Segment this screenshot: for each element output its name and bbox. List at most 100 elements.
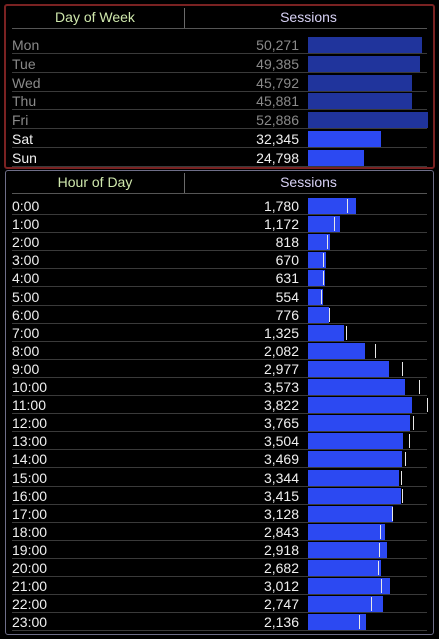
hour-of-day-row[interactable]: 11:00 3,822 (6, 396, 433, 415)
day-of-week-row[interactable]: Fri 52,886 (6, 111, 433, 130)
row-label: 21:00 (12, 578, 48, 595)
row-divider (12, 485, 427, 487)
sessions-bar (308, 523, 385, 540)
column-divider (184, 8, 185, 28)
hour-of-day-row[interactable]: 22:00 2,747 (6, 595, 433, 614)
sessions-bar (308, 451, 402, 468)
hour-of-day-row[interactable]: 13:00 3,504 (6, 432, 433, 451)
hour-of-day-panel: Hour of Day Sessions 0:00 1,780 1:00 1,172 2… (5, 170, 434, 635)
day-of-week-row[interactable]: Sun 24,798 (6, 149, 433, 167)
row-label: 22:00 (12, 596, 48, 613)
row-divider (12, 322, 427, 324)
sessions-value: 554 (275, 288, 299, 305)
row-divider (12, 557, 427, 559)
row-label: 15:00 (12, 469, 48, 486)
hour-of-day-row[interactable]: 8:00 2,082 (6, 342, 433, 360)
hour-of-day-row[interactable]: 17:00 3,128 (6, 505, 433, 523)
row-divider (12, 128, 427, 130)
sessions-bar (308, 578, 390, 595)
row-divider (12, 413, 427, 415)
sessions-value: 2,682 (263, 560, 299, 576)
sessions-column-header[interactable]: Sessions (280, 9, 337, 25)
row-label: 19:00 (12, 541, 48, 558)
row-label: 17:00 (12, 505, 48, 522)
sessions-bar (308, 342, 365, 359)
day-of-week-row[interactable]: Thu 45,881 (6, 92, 433, 111)
hour-of-day-row[interactable]: 21:00 3,012 (6, 577, 433, 596)
row-label: Thu (12, 93, 37, 110)
hour-of-day-row[interactable]: 15:00 3,344 (6, 469, 433, 487)
row-label: 20:00 (12, 560, 48, 576)
sessions-bar (308, 360, 389, 377)
average-marker (329, 307, 330, 322)
row-label: 14:00 (12, 451, 48, 468)
hour-of-day-row[interactable]: 6:00 776 (6, 306, 433, 324)
day-of-week-row[interactable]: Wed 45,792 (6, 74, 433, 92)
sessions-value: 3,415 (263, 487, 299, 504)
row-label: 9:00 (12, 360, 40, 377)
day-of-week-row[interactable]: Tue 49,385 (6, 55, 433, 73)
row-divider (12, 503, 427, 505)
sessions-bar (308, 198, 356, 214)
header-divider (12, 193, 427, 194)
row-label: 8:00 (12, 342, 40, 359)
row-label: 5:00 (12, 288, 40, 305)
hour-of-day-row[interactable]: 20:00 2,682 (6, 559, 433, 577)
hour-of-day-row[interactable]: 16:00 3,415 (6, 487, 433, 505)
row-divider (12, 449, 427, 451)
sessions-column-header[interactable]: Sessions (280, 174, 337, 190)
row-divider (12, 268, 427, 270)
hour-of-day-column-header[interactable]: Hour of Day (57, 174, 133, 190)
sessions-bar (308, 397, 412, 414)
row-divider (12, 630, 427, 632)
sessions-bar (308, 324, 344, 341)
hour-of-day-row[interactable]: 7:00 1,325 (6, 324, 433, 342)
row-divider (12, 250, 427, 252)
row-label: 13:00 (12, 433, 48, 450)
hour-of-day-row[interactable]: 3:00 670 (6, 251, 433, 270)
sessions-bar (308, 560, 381, 576)
hour-of-day-row[interactable]: 12:00 3,765 (6, 414, 433, 433)
average-marker (402, 488, 403, 503)
column-divider (184, 173, 185, 193)
hour-of-day-row[interactable]: 10:00 3,573 (6, 378, 433, 396)
hour-of-day-header: Hour of Day Sessions (6, 171, 433, 193)
average-marker (323, 253, 324, 268)
row-divider (12, 232, 427, 234)
sessions-value: 3,012 (263, 578, 299, 595)
hour-of-day-row[interactable]: 0:00 1,780 (6, 197, 433, 215)
sessions-value: 670 (275, 252, 299, 269)
row-divider (12, 594, 427, 596)
average-marker (405, 452, 406, 467)
hour-of-day-row[interactable]: 2:00 818 (6, 233, 433, 252)
sessions-bar (308, 112, 428, 129)
hour-of-day-row[interactable]: 9:00 2,977 (6, 360, 433, 378)
average-marker (392, 506, 393, 521)
day-of-week-column-header[interactable]: Day of Week (55, 9, 135, 25)
hour-of-day-row[interactable]: 5:00 554 (6, 288, 433, 306)
row-divider (12, 521, 427, 523)
day-of-week-row[interactable]: Sat 32,345 (6, 130, 433, 148)
hour-of-day-row[interactable]: 23:00 2,136 (6, 613, 433, 632)
sessions-value: 50,271 (256, 37, 299, 53)
sessions-value: 1,325 (263, 324, 299, 341)
header-divider (12, 28, 427, 29)
hour-of-day-row[interactable]: 19:00 2,918 (6, 541, 433, 559)
day-of-week-row[interactable]: Mon 50,271 (6, 36, 433, 54)
hour-of-day-row[interactable]: 14:00 3,469 (6, 450, 433, 469)
row-divider (12, 539, 427, 541)
row-divider (12, 90, 427, 92)
sessions-value: 32,345 (256, 131, 299, 147)
hour-of-day-row[interactable]: 18:00 2,843 (6, 523, 433, 541)
hour-of-day-row[interactable]: 4:00 631 (6, 269, 433, 288)
sessions-value: 3,344 (263, 469, 299, 486)
row-divider (12, 576, 427, 577)
average-marker (334, 217, 335, 232)
row-divider (12, 147, 427, 148)
sessions-value: 3,128 (263, 505, 299, 522)
row-label: 16:00 (12, 487, 48, 504)
sessions-value: 2,136 (263, 614, 299, 631)
hour-of-day-row[interactable]: 1:00 1,172 (6, 215, 433, 234)
row-divider (12, 71, 427, 73)
sessions-bar (308, 149, 364, 166)
